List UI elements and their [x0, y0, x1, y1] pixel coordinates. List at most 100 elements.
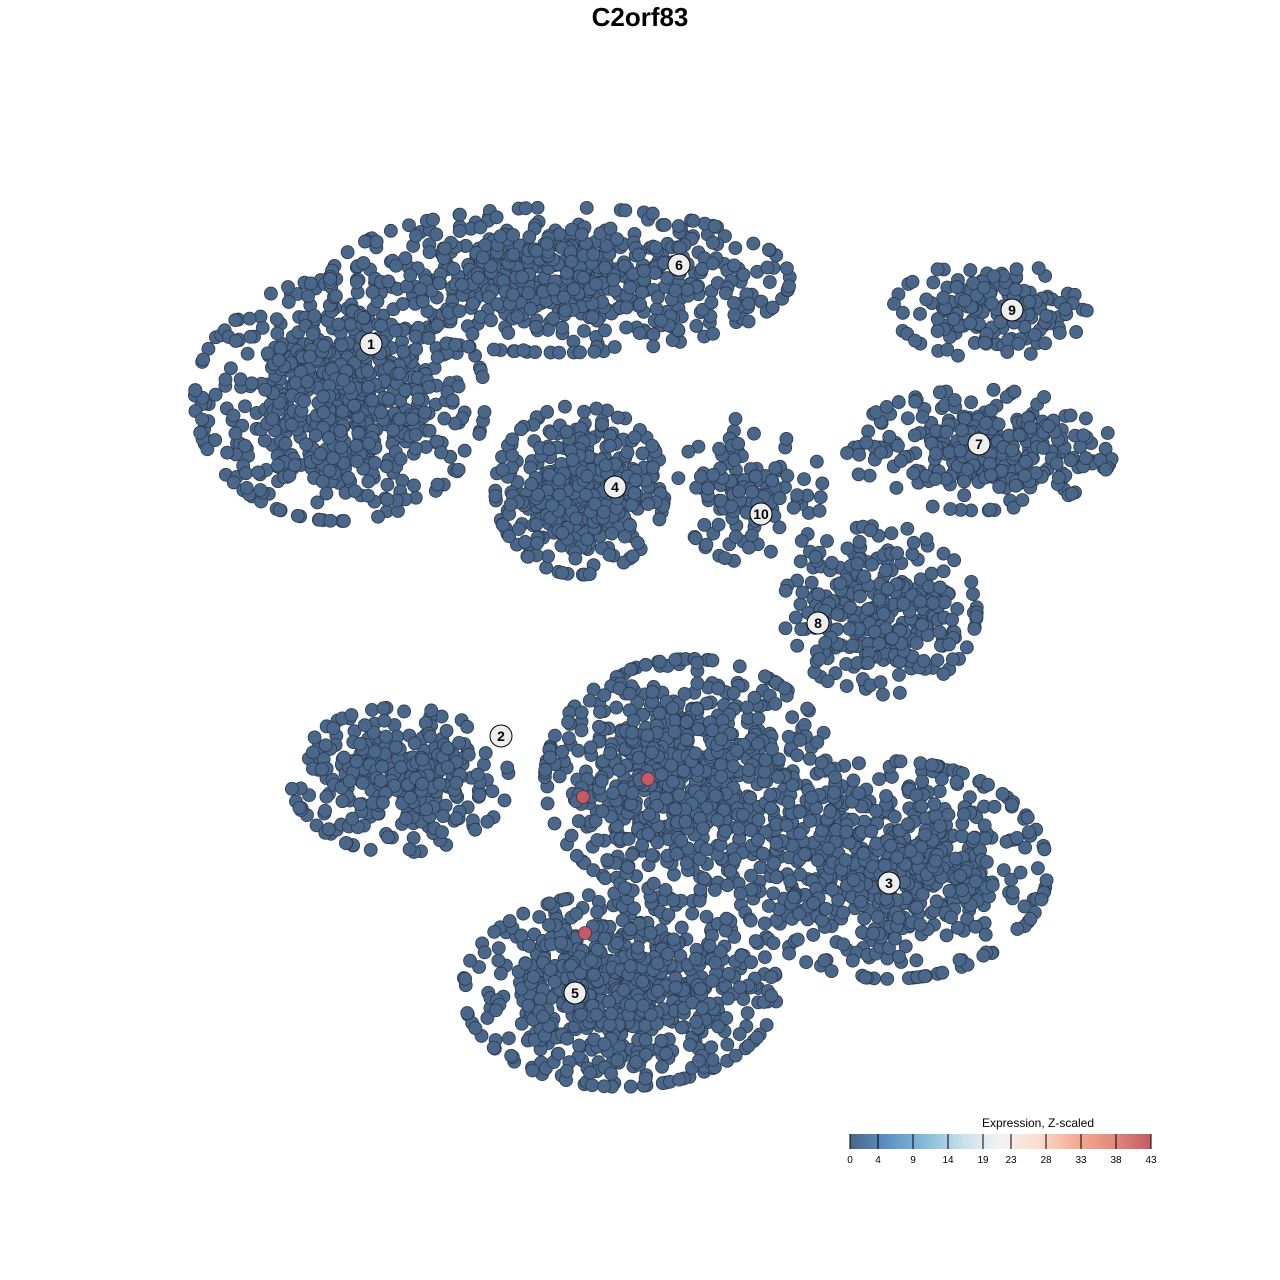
data-point	[839, 824, 854, 839]
data-point	[872, 592, 887, 607]
data-point	[650, 956, 665, 971]
data-point	[589, 1007, 604, 1022]
data-point	[487, 924, 502, 939]
data-point	[1005, 443, 1019, 458]
data-point	[880, 581, 895, 596]
data-point	[864, 824, 879, 839]
data-point	[547, 974, 562, 989]
data-point	[590, 905, 605, 920]
data-point	[547, 816, 562, 831]
data-point	[188, 383, 203, 398]
data-point	[947, 553, 962, 568]
data-point	[812, 503, 827, 518]
data-point	[558, 303, 573, 318]
data-point	[511, 522, 526, 536]
data-point	[284, 417, 299, 432]
data-point	[430, 350, 445, 365]
data-point	[533, 992, 548, 1006]
data-point	[361, 474, 376, 489]
data-point	[706, 326, 720, 341]
data-point	[585, 1078, 600, 1093]
data-point	[376, 701, 391, 716]
data-point	[825, 882, 840, 897]
data-point	[335, 404, 350, 419]
data-point	[271, 458, 285, 473]
data-point	[489, 210, 504, 225]
data-point	[1051, 470, 1066, 485]
data-point	[522, 230, 537, 244]
data-point	[539, 560, 554, 575]
data-point	[468, 1021, 483, 1035]
data-point	[732, 659, 747, 674]
data-point	[672, 1072, 687, 1087]
data-point	[228, 426, 243, 441]
data-point	[711, 1019, 726, 1034]
data-point	[682, 1038, 697, 1052]
data-point	[471, 270, 486, 285]
data-point	[815, 476, 830, 491]
data-point	[852, 786, 866, 800]
data-point	[632, 326, 647, 341]
data-point	[867, 624, 882, 639]
data-point	[375, 795, 390, 810]
data-point	[422, 423, 437, 438]
data-point	[645, 460, 660, 475]
data-point	[628, 473, 643, 487]
data-point	[748, 469, 763, 484]
data-point	[208, 387, 223, 402]
data-point	[432, 276, 447, 291]
data-point	[929, 894, 944, 909]
data-point	[978, 831, 993, 846]
data-point	[790, 488, 805, 503]
data-point	[733, 980, 747, 995]
data-point	[315, 474, 330, 489]
data-point	[540, 405, 555, 419]
data-point	[836, 905, 851, 920]
data-point	[963, 316, 977, 331]
data-point	[367, 744, 382, 759]
data-point	[1034, 892, 1049, 907]
data-point	[1038, 336, 1053, 351]
data-point	[635, 974, 650, 989]
data-point	[239, 466, 253, 481]
data-point	[966, 831, 981, 845]
data-point	[969, 609, 984, 624]
data-point	[530, 200, 545, 215]
data-point	[978, 335, 992, 350]
data-point	[751, 711, 766, 726]
data-point	[797, 472, 811, 487]
data-point	[892, 667, 906, 682]
data-point	[655, 1059, 669, 1074]
data-point	[336, 373, 351, 388]
data-point	[491, 941, 506, 956]
data-point	[890, 850, 905, 865]
data-point	[458, 972, 473, 986]
data-point	[955, 423, 969, 438]
data-point	[933, 819, 947, 833]
data-point	[721, 991, 735, 1006]
data-point	[365, 393, 379, 408]
data-point	[947, 393, 962, 407]
data-point	[1012, 428, 1027, 442]
data-point	[1011, 336, 1026, 351]
data-point	[986, 269, 1001, 284]
data-point	[778, 621, 793, 636]
data-point	[258, 382, 273, 397]
data-point	[502, 914, 517, 928]
data-point	[253, 483, 268, 497]
data-point	[765, 473, 780, 488]
data-point	[957, 488, 972, 503]
data-point	[674, 920, 689, 935]
data-point	[573, 345, 587, 360]
data-point	[521, 286, 536, 300]
data-point	[891, 438, 905, 453]
data-point	[593, 705, 607, 719]
data-point	[809, 454, 824, 469]
data-point	[799, 955, 814, 970]
data-point	[530, 536, 545, 551]
data-point	[821, 841, 836, 856]
data-point	[820, 534, 834, 548]
data-point	[941, 807, 956, 822]
data-point	[316, 338, 331, 353]
data-point	[1079, 411, 1093, 426]
